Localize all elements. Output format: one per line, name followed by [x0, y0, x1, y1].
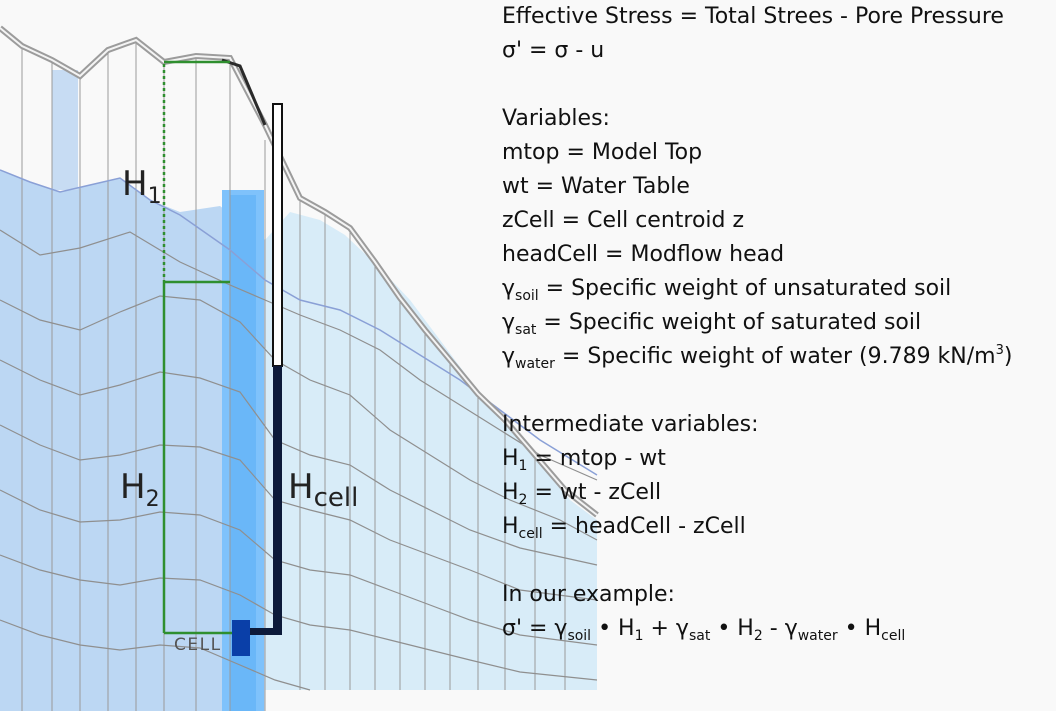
- title-line: Effective Stress = Total Strees - Pore P…: [502, 4, 1004, 29]
- cell-block: [232, 620, 250, 656]
- var-gamma-soil: γsoil = Specific weight of unsaturated s…: [502, 276, 952, 304]
- label-h1: H1: [122, 164, 162, 209]
- piezometer-tube: [272, 103, 283, 367]
- var-headcell: headCell = Modflow head: [502, 242, 785, 267]
- label-hcell: Hcell: [288, 467, 358, 513]
- stress-formula: σ' = σ - u: [502, 38, 605, 63]
- variables-heading: Variables:: [502, 106, 610, 131]
- label-h2: H2: [120, 467, 160, 512]
- unsaturated-column-strip: [52, 70, 78, 190]
- var-wt: wt = Water Table: [502, 174, 690, 199]
- var-mtop: mtop = Model Top: [502, 140, 703, 165]
- intermediate-heading: Intermediate variables:: [502, 412, 759, 437]
- var-gamma-water: γwater = Specific weight of water (9.789…: [502, 343, 1013, 372]
- var-zcell: zCell = Cell centroid z: [502, 208, 745, 233]
- example-heading: In our example:: [502, 582, 675, 607]
- saturated-zone-right: [265, 212, 597, 690]
- var-gamma-sat: γsat = Specific weight of saturated soil: [502, 310, 922, 338]
- hcell-definition: Hcell = headCell - zCell: [502, 514, 746, 542]
- height-brackets: [162, 60, 232, 635]
- equations-panel: Effective Stress = Total Strees - Pore P…: [502, 0, 1056, 646]
- label-cell: CELL: [174, 635, 222, 655]
- saturated-zone-left: [0, 170, 265, 711]
- piezometer-link: [250, 628, 282, 635]
- h1-definition: H1 = mtop - wt: [502, 446, 666, 474]
- cross-section-diagram: H1 H2 Hcell CELL: [0, 25, 599, 711]
- example-formula: σ' = γsoil • H1 + γsat • H2 - γwater • H…: [502, 616, 906, 644]
- h2-definition: H2 = wt - zCell: [502, 480, 662, 508]
- piezometer-water: [273, 366, 282, 634]
